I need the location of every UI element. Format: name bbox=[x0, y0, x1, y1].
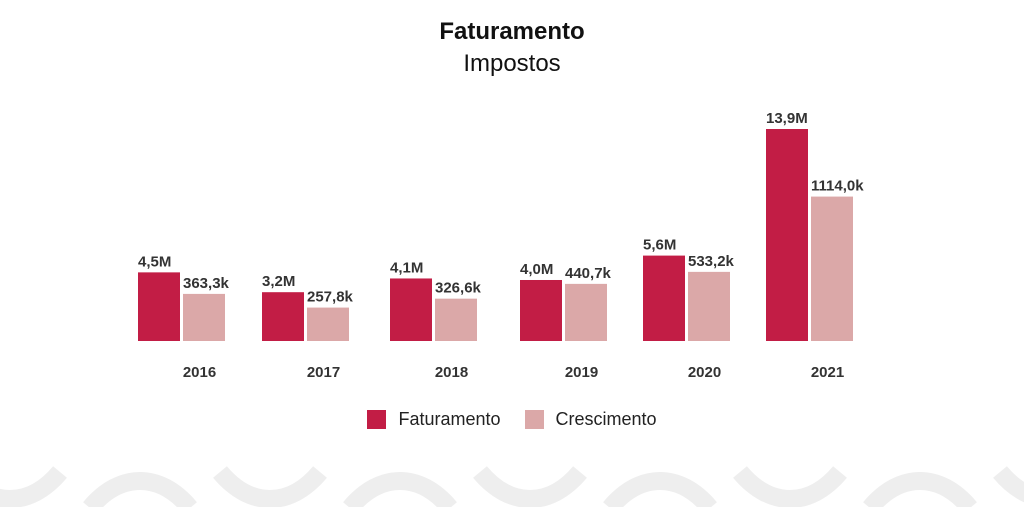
legend-label-crescimento: Crescimento bbox=[555, 409, 657, 429]
bar-faturamento-2019 bbox=[520, 279, 562, 341]
legend: Faturamento Crescimento bbox=[0, 409, 1024, 430]
x-tick-label-2020: 2020 bbox=[688, 364, 721, 381]
x-tick-label-2021: 2021 bbox=[811, 364, 844, 381]
bar-faturamento-2018 bbox=[390, 278, 432, 341]
x-tick-label-2018: 2018 bbox=[435, 364, 468, 381]
bar-chart: 4,5M 363,3k 2016 3,2M 257,8k 2017 4,1M 326,6k 20… bbox=[138, 110, 864, 381]
bar-crescimento-2018 bbox=[435, 298, 477, 341]
x-tick-label-2016: 2016 bbox=[183, 364, 216, 381]
data-label-faturamento-2021: 13,9M bbox=[766, 110, 808, 127]
data-label-crescimento-2019: 440,7k bbox=[565, 265, 612, 282]
bar-faturamento-2021 bbox=[766, 129, 808, 341]
legend-item-faturamento: Faturamento bbox=[367, 409, 501, 430]
data-label-faturamento-2017: 3,2M bbox=[262, 273, 295, 290]
bar-crescimento-2020 bbox=[688, 271, 730, 341]
chart-subtitle: Impostos bbox=[463, 50, 561, 77]
bar-crescimento-2021 bbox=[811, 196, 853, 341]
data-label-faturamento-2016: 4,5M bbox=[138, 253, 171, 270]
legend-swatch-faturamento bbox=[367, 410, 387, 429]
bar-crescimento-2016 bbox=[183, 293, 225, 341]
bar-crescimento-2017 bbox=[307, 307, 349, 341]
chart-title: Faturamento bbox=[439, 18, 585, 45]
data-label-crescimento-2020: 533,2k bbox=[688, 253, 735, 270]
bar-faturamento-2020 bbox=[643, 255, 685, 341]
data-label-faturamento-2019: 4,0M bbox=[520, 261, 553, 278]
decorative-wave-pattern bbox=[0, 465, 1024, 507]
data-label-faturamento-2020: 5,6M bbox=[643, 237, 676, 254]
data-label-faturamento-2018: 4,1M bbox=[390, 259, 423, 276]
bar-crescimento-2019 bbox=[565, 283, 607, 341]
data-label-crescimento-2018: 326,6k bbox=[435, 280, 482, 297]
legend-item-crescimento: Crescimento bbox=[524, 409, 657, 430]
data-label-crescimento-2016: 363,3k bbox=[183, 275, 230, 292]
legend-swatch-crescimento bbox=[524, 410, 544, 429]
legend-label-faturamento: Faturamento bbox=[398, 409, 501, 429]
bar-faturamento-2016 bbox=[138, 272, 180, 341]
bar-faturamento-2017 bbox=[262, 292, 304, 341]
data-label-crescimento-2021: 1114,0k bbox=[811, 178, 864, 195]
data-label-crescimento-2017: 257,8k bbox=[307, 289, 354, 306]
x-tick-label-2019: 2019 bbox=[565, 364, 598, 381]
x-tick-label-2017: 2017 bbox=[307, 364, 340, 381]
